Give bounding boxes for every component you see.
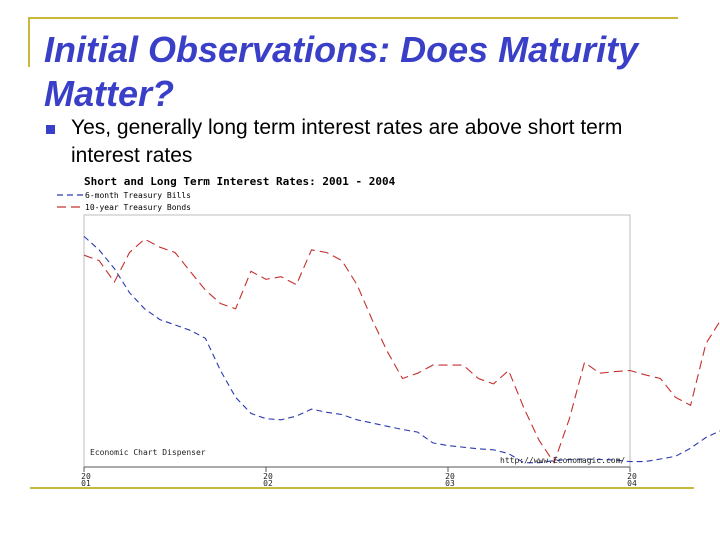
- source-label-left: Economic Chart Dispenser: [90, 448, 206, 457]
- plot-frame: [83, 214, 631, 468]
- x-tick-label-top: 20: [445, 472, 455, 481]
- legend-label-10-year-bonds: 10-year Treasury Bonds: [85, 203, 191, 212]
- top-decor-rule: [28, 17, 678, 19]
- x-tick-label-bottom: 03: [445, 479, 455, 488]
- slide-title: Initial Observations: Does Maturity Matt…: [44, 29, 639, 114]
- x-tick-label-top: 20: [263, 472, 273, 481]
- series-line-10-year-bonds: [83, 238, 720, 464]
- x-tick-label-bottom: 02: [263, 479, 273, 488]
- square-bullet-icon: [46, 125, 55, 134]
- legend-label-6-month-bills: 6-month Treasury Bills: [85, 191, 191, 200]
- chart-title: Short and Long Term Interest Rates: 2001…: [84, 175, 396, 188]
- x-tick-label-bottom: 01: [81, 479, 91, 488]
- chart-series: [83, 235, 720, 464]
- x-tick-label-top: 20: [627, 472, 637, 481]
- source-label-right: http://www.Economagic.com/: [500, 456, 625, 465]
- left-decor-rule: [28, 17, 30, 67]
- x-tick-label-bottom: 04: [627, 479, 637, 488]
- bullet-text: Yes, generally long term interest rates …: [71, 116, 623, 167]
- bottom-decor-rule: [30, 487, 694, 489]
- series-line-6-month-bills: [83, 235, 720, 464]
- x-tick-label-top: 20: [81, 472, 91, 481]
- chart-legend: 6-month Treasury Bills 10-year Treasury …: [57, 191, 191, 212]
